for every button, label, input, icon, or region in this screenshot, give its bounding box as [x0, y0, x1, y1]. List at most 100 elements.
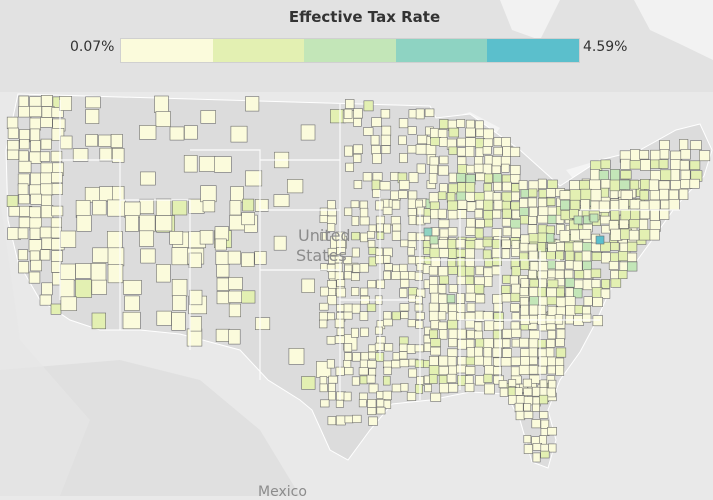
county-shape[interactable] [501, 248, 511, 259]
county-shape[interactable] [519, 259, 530, 270]
county-shape[interactable] [532, 442, 543, 451]
county-shape[interactable] [400, 311, 409, 320]
county-shape[interactable] [456, 328, 467, 340]
county-shape[interactable] [29, 128, 41, 142]
county-shape[interactable] [429, 247, 441, 259]
county-shape[interactable] [448, 284, 458, 293]
county-shape[interactable] [529, 356, 538, 365]
county-shape[interactable] [155, 198, 172, 218]
county-shape[interactable] [539, 411, 549, 419]
county-shape[interactable] [483, 128, 494, 140]
county-shape[interactable] [649, 229, 660, 241]
county-shape[interactable] [415, 144, 427, 155]
county-shape[interactable] [648, 199, 661, 211]
county-shape[interactable] [482, 163, 493, 175]
county-shape[interactable] [406, 344, 416, 354]
county-shape[interactable] [30, 259, 43, 272]
county-shape[interactable] [648, 179, 659, 191]
county-shape[interactable] [172, 200, 188, 216]
county-shape[interactable] [448, 383, 459, 393]
county-shape[interactable] [367, 240, 376, 248]
county-shape[interactable] [618, 270, 628, 279]
county-shape[interactable] [639, 190, 649, 201]
county-shape[interactable] [609, 169, 620, 181]
county-shape[interactable] [18, 160, 32, 173]
county-shape[interactable] [407, 319, 416, 328]
county-shape[interactable] [28, 271, 41, 284]
county-shape[interactable] [319, 311, 329, 322]
county-shape[interactable] [359, 327, 369, 337]
county-shape[interactable] [609, 200, 620, 211]
county-shape[interactable] [40, 183, 54, 196]
county-shape[interactable] [619, 179, 631, 190]
county-shape[interactable] [384, 343, 394, 352]
county-shape[interactable] [640, 159, 651, 171]
county-shape[interactable] [475, 147, 484, 158]
county-shape[interactable] [60, 135, 73, 150]
county-shape[interactable] [326, 359, 335, 369]
county-shape-high-rate[interactable] [423, 227, 433, 237]
county-shape[interactable] [17, 183, 29, 196]
county-shape[interactable] [547, 365, 556, 375]
county-shape[interactable] [392, 223, 402, 232]
county-shape[interactable] [555, 338, 565, 347]
county-shape[interactable] [493, 321, 504, 331]
county-shape[interactable] [465, 240, 477, 249]
county-shape[interactable] [415, 108, 425, 120]
county-shape[interactable] [619, 219, 629, 229]
county-shape[interactable] [18, 194, 30, 205]
county-shape[interactable] [537, 270, 548, 280]
county-shape[interactable] [437, 191, 447, 200]
county-shape[interactable] [556, 287, 565, 297]
county-shape[interactable] [383, 366, 392, 375]
county-shape[interactable] [600, 215, 611, 225]
county-shape[interactable] [574, 270, 585, 279]
county-shape[interactable] [398, 180, 410, 190]
county-shape[interactable] [92, 200, 107, 216]
county-shape-high-rate[interactable] [595, 235, 605, 245]
county-shape[interactable] [511, 248, 521, 257]
county-shape[interactable] [169, 231, 184, 245]
county-shape[interactable] [214, 226, 229, 241]
county-shape[interactable] [414, 271, 424, 281]
county-shape[interactable] [139, 230, 154, 247]
county-shape[interactable] [429, 276, 439, 286]
county-shape[interactable] [112, 148, 125, 163]
county-shape[interactable] [555, 365, 565, 376]
county-shape[interactable] [600, 179, 611, 189]
county-shape[interactable] [371, 179, 381, 191]
county-shape[interactable] [502, 274, 511, 284]
county-shape[interactable] [353, 144, 363, 154]
county-shape[interactable] [391, 271, 401, 280]
county-shape[interactable] [29, 117, 41, 131]
county-shape[interactable] [484, 365, 495, 376]
county-shape[interactable] [492, 209, 502, 219]
county-shape[interactable] [572, 287, 583, 299]
county-shape[interactable] [547, 260, 556, 270]
county-shape[interactable] [359, 207, 369, 218]
county-shape[interactable] [18, 261, 29, 274]
county-shape[interactable] [40, 138, 52, 150]
county-shape[interactable] [28, 206, 41, 220]
county-shape[interactable] [501, 137, 511, 148]
county-shape[interactable] [407, 190, 418, 200]
county-shape[interactable] [202, 200, 216, 213]
county-shape[interactable] [590, 268, 602, 278]
county-shape[interactable] [447, 266, 458, 275]
county-shape[interactable] [659, 188, 669, 201]
county-shape[interactable] [228, 290, 243, 303]
county-shape[interactable] [336, 247, 346, 255]
county-shape[interactable] [366, 303, 377, 312]
county-shape[interactable] [391, 199, 401, 210]
county-shape[interactable] [214, 238, 227, 251]
county-shape[interactable] [327, 200, 336, 210]
county-shape[interactable] [546, 296, 558, 306]
county-shape[interactable] [438, 365, 449, 376]
county-shape[interactable] [456, 119, 466, 128]
county-shape[interactable] [382, 390, 392, 401]
county-shape[interactable] [465, 218, 476, 228]
county-shape[interactable] [528, 338, 540, 349]
county-shape[interactable] [448, 146, 458, 155]
county-shape[interactable] [608, 260, 619, 270]
county-shape[interactable] [483, 267, 493, 278]
